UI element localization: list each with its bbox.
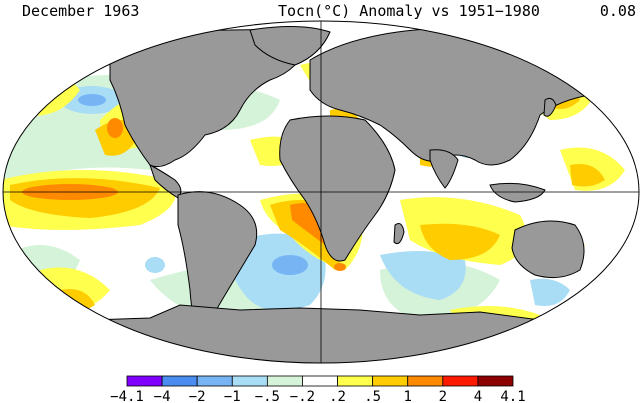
legend-tick-label: 2 [439,389,447,403]
map-variable-title: Tocn(°C) Anomaly vs 1951−1980 [278,2,540,20]
global-mean-value: 0.08 [599,2,636,20]
legend-bin [161,375,198,387]
legend-tick-label: 4.1 [500,389,525,403]
legend-tick-label: −.2 [290,389,315,403]
legend-bin [196,375,233,387]
legend-tick-label: .5 [364,389,381,403]
color-legend: −4.1 −4 −2 −1 −.5 −.2 .2 .5 1 2 4 4.1 [110,375,526,403]
legend-tick-label: −2 [189,389,206,403]
legend-bins [126,375,514,387]
legend-bin [231,375,268,387]
legend-tick-label: .2 [329,389,346,403]
legend-bin [302,375,338,387]
land-new-zealand [601,273,615,291]
land-india [429,149,459,189]
legend-bin [477,375,514,387]
map-border [2,20,640,364]
legend-tick-label: −.5 [255,389,280,403]
land-madagascar [393,223,405,245]
map-date-title: December 1963 [22,2,140,20]
legend-bin [337,375,374,387]
land-south-america [177,191,258,342]
anomaly-map [2,20,640,364]
legend-tick-label: 4 [474,389,482,403]
legend-bin [372,375,409,387]
legend-tick-label: −4 [154,389,171,403]
land-central-america [149,164,182,199]
legend-tick-label: −4.1 [110,389,144,403]
land-greenland [249,25,331,66]
land-north-america [109,29,311,168]
legend-bin [126,375,163,387]
land-japan [543,97,557,117]
legend-ticks: −4.1 −4 −2 −1 −.5 −.2 .2 .5 1 2 4 4.1 [110,389,526,403]
land-australia [511,220,585,279]
land-indonesia [489,182,546,203]
legend-bin [266,375,303,387]
legend-tick-label: 1 [404,389,412,403]
legend-tick-label: −1 [224,389,241,403]
land-africa [279,115,396,262]
legend-bin [442,375,479,387]
legend-bin [407,375,444,387]
anomaly-patches-strong-negative [78,94,308,275]
map-globe [3,21,639,363]
